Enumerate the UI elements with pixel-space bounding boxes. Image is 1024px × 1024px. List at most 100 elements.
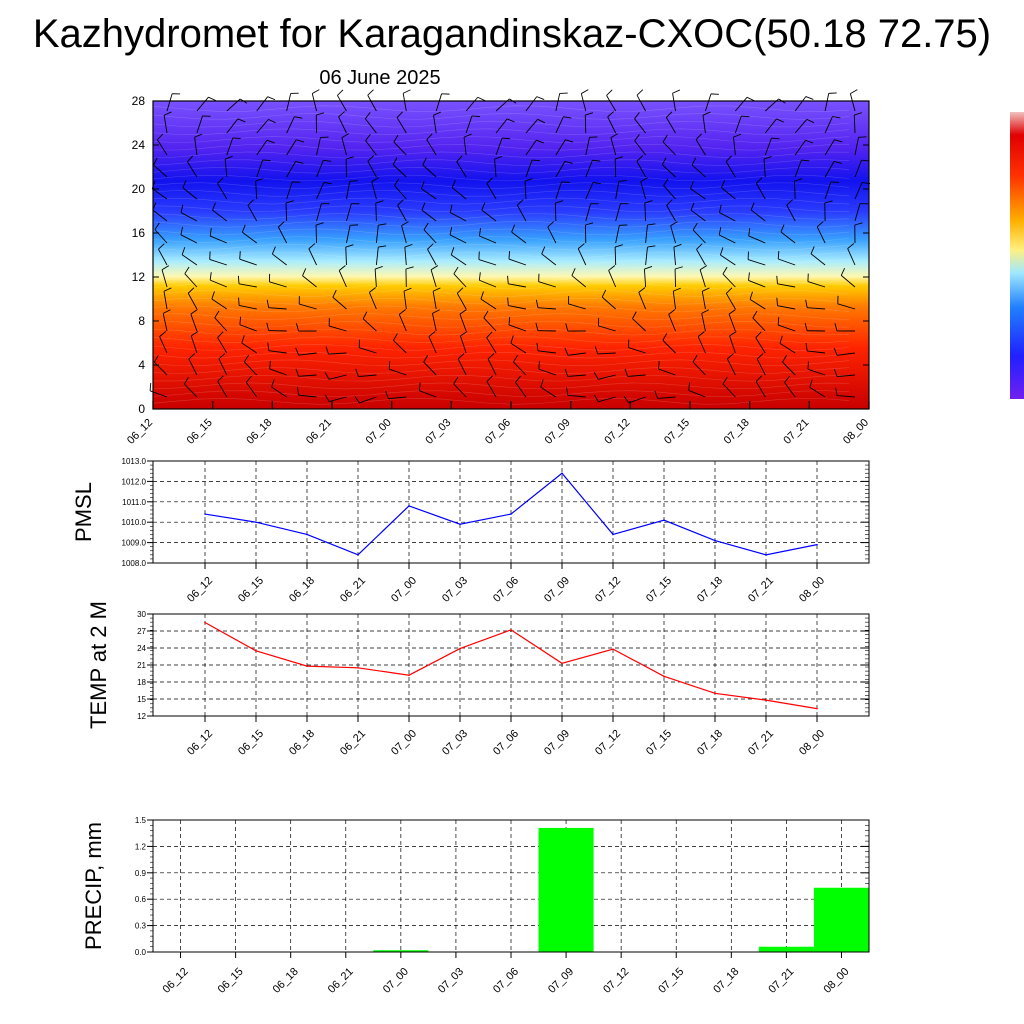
wind-barb-flag	[394, 178, 400, 186]
wind-barb-flag	[262, 159, 271, 162]
wind-barb-flag	[662, 134, 668, 143]
wind-barb	[614, 246, 617, 266]
wind-barb-flag	[577, 243, 585, 249]
data-point	[663, 675, 665, 678]
wind-barb	[847, 248, 856, 266]
wind-barb-flag	[480, 291, 484, 300]
color-scale-bar	[1010, 112, 1024, 399]
wind-barb	[494, 159, 497, 178]
wind-barb-flag	[486, 177, 493, 184]
wind-barb-flag	[794, 178, 803, 182]
x-tick-label: 06_15	[236, 728, 266, 758]
wind-barb	[663, 185, 676, 200]
contour-line	[152, 344, 850, 351]
wind-barb-flag	[267, 342, 270, 351]
wind-barb-flag	[308, 243, 316, 250]
wind-barb-flag	[806, 118, 815, 124]
wind-barb-flag	[237, 275, 240, 284]
wind-barb	[809, 387, 826, 398]
wind-barb-flag	[537, 118, 546, 124]
wind-barb-flag	[315, 222, 324, 226]
x-tick-label: 07_12	[601, 966, 631, 996]
precip-bar	[538, 827, 594, 952]
wind-barb-flag	[295, 160, 304, 164]
wind-barb-flag	[341, 133, 350, 138]
contour-line	[152, 251, 850, 259]
x-tick-label: 07_06	[491, 575, 521, 605]
wind-barb-flag	[690, 202, 695, 211]
wind-barb-flag	[324, 372, 330, 380]
wind-barb-flag	[338, 111, 345, 118]
x-tick-label: 07_00	[389, 728, 419, 758]
wind-barb-flag	[238, 297, 240, 306]
wind-barb-flag	[378, 245, 387, 248]
wind-barb	[749, 298, 766, 310]
wind-barb-flag	[295, 368, 300, 377]
wind-barb	[701, 291, 706, 310]
y-tick-label: 24	[132, 138, 146, 152]
wind-barb	[152, 209, 168, 222]
wind-barb-flag	[209, 228, 212, 237]
wind-barb	[256, 159, 264, 178]
contour-line	[152, 305, 850, 313]
x-tick-label: 07_06	[483, 417, 513, 447]
x-tick-label: 06_12	[125, 417, 155, 447]
contour-line	[152, 336, 850, 343]
wind-barb-flag	[840, 267, 846, 276]
wind-barb-flag	[224, 155, 233, 160]
wind-barb-flag	[663, 178, 669, 186]
wind-barb	[316, 160, 324, 178]
contour-line	[152, 128, 850, 136]
wind-barb-flag	[367, 155, 374, 162]
wind-barb-flag	[149, 382, 152, 391]
wind-barb	[302, 275, 317, 288]
wind-barb	[188, 358, 198, 376]
wind-barb	[734, 115, 742, 134]
wind-barb	[328, 396, 347, 403]
wind-barb	[735, 97, 748, 112]
wind-barb	[286, 116, 295, 134]
wind-barb-flag	[690, 181, 694, 189]
wind-barb-flag	[401, 221, 409, 227]
wind-barb-flag	[450, 247, 455, 256]
wind-barb-flag	[854, 112, 863, 116]
wind-barb-flag	[369, 287, 376, 293]
data-point	[255, 650, 257, 652]
wind-barb	[725, 161, 736, 178]
wind-barb-flag	[247, 199, 254, 206]
wind-barb-flag	[312, 89, 320, 94]
wind-barb	[755, 337, 766, 354]
wind-barb-flag	[702, 287, 710, 292]
wind-barb	[184, 273, 198, 288]
wind-barb-flag	[422, 157, 427, 166]
wind-barb	[670, 225, 676, 244]
wind-barb-flag	[423, 354, 429, 363]
wind-barb-flag	[487, 353, 495, 360]
wind-barb-flag	[854, 222, 863, 226]
y-tick-label: 0.6	[135, 895, 147, 904]
wind-barb	[853, 114, 856, 134]
wind-barb-flag	[295, 347, 300, 356]
wind-barb	[511, 231, 527, 244]
wind-barb	[778, 324, 796, 332]
wind-barb-flag	[832, 116, 841, 119]
wind-barb-flag	[756, 177, 763, 184]
wind-barb-flag	[463, 133, 472, 138]
wind-barb-flag	[702, 111, 711, 116]
wind-barb-flag	[755, 331, 762, 339]
x-tick-label: 07_09	[543, 417, 573, 447]
wind-barb	[153, 164, 168, 178]
wind-barb-flag	[456, 155, 463, 162]
wind-barb	[212, 209, 228, 222]
wind-barb	[404, 247, 407, 266]
contour-line	[152, 228, 850, 236]
contour-line	[152, 259, 850, 266]
wind-barb	[495, 137, 503, 156]
wind-barb-flag	[153, 157, 158, 166]
wind-barb-flag	[805, 139, 814, 144]
heatmap-field	[153, 101, 869, 409]
wind-barb	[453, 383, 467, 398]
x-tick-label: 06_18	[287, 728, 317, 758]
wind-barb-flag	[163, 111, 172, 116]
wind-barb	[479, 235, 497, 244]
